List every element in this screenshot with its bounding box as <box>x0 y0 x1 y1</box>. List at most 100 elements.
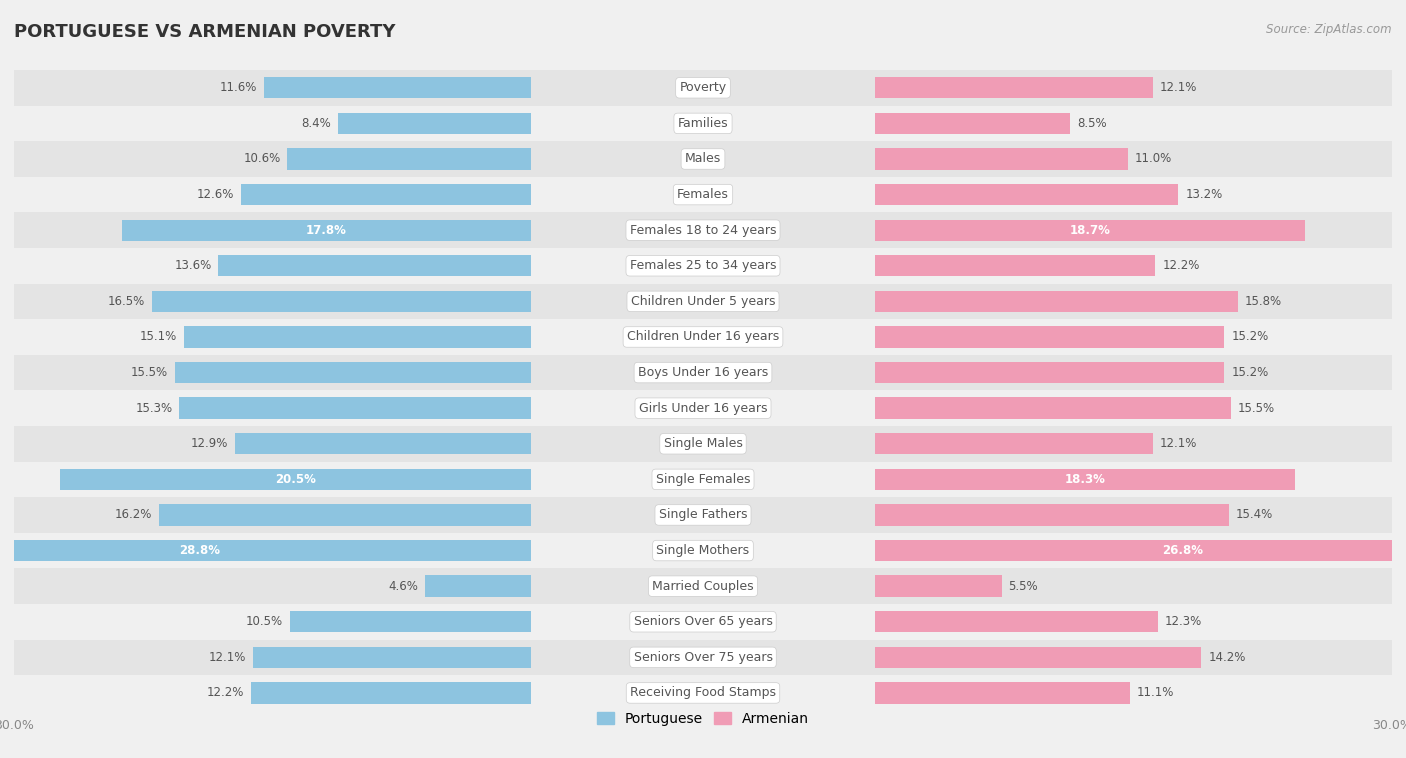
Text: Seniors Over 75 years: Seniors Over 75 years <box>634 651 772 664</box>
Bar <box>425 575 531 597</box>
Text: 28.8%: 28.8% <box>180 544 221 557</box>
Bar <box>14 141 1392 177</box>
Bar <box>875 504 1229 525</box>
Bar <box>287 149 531 170</box>
Text: 26.8%: 26.8% <box>1163 544 1204 557</box>
Bar <box>337 113 531 134</box>
Bar <box>235 433 531 455</box>
Bar <box>14 283 1392 319</box>
Text: 15.5%: 15.5% <box>131 366 167 379</box>
Text: 15.2%: 15.2% <box>1232 366 1268 379</box>
Bar <box>14 640 1392 675</box>
Bar <box>875 397 1232 419</box>
Text: Seniors Over 65 years: Seniors Over 65 years <box>634 615 772 628</box>
Text: 18.3%: 18.3% <box>1064 473 1105 486</box>
Bar <box>875 468 1295 490</box>
Bar <box>159 504 531 525</box>
Text: 10.5%: 10.5% <box>246 615 283 628</box>
Bar <box>290 611 531 632</box>
Text: 13.6%: 13.6% <box>174 259 211 272</box>
Text: 4.6%: 4.6% <box>388 580 418 593</box>
Bar <box>180 397 531 419</box>
Bar <box>14 604 1392 640</box>
Text: Children Under 16 years: Children Under 16 years <box>627 330 779 343</box>
Bar <box>14 212 1392 248</box>
Bar <box>174 362 531 384</box>
Bar <box>122 220 531 241</box>
Text: 5.5%: 5.5% <box>1008 580 1038 593</box>
Text: 15.5%: 15.5% <box>1239 402 1275 415</box>
Bar <box>264 77 531 99</box>
Text: 8.5%: 8.5% <box>1077 117 1107 130</box>
Bar <box>875 255 1156 277</box>
Text: Families: Families <box>678 117 728 130</box>
Bar <box>875 682 1130 703</box>
Text: 12.3%: 12.3% <box>1164 615 1202 628</box>
Text: 15.3%: 15.3% <box>135 402 173 415</box>
Text: Single Mothers: Single Mothers <box>657 544 749 557</box>
Bar <box>14 568 1392 604</box>
Bar <box>875 77 1153 99</box>
Text: 12.2%: 12.2% <box>207 687 243 700</box>
Text: 8.4%: 8.4% <box>301 117 330 130</box>
Bar <box>14 426 1392 462</box>
Text: 18.7%: 18.7% <box>1070 224 1111 236</box>
Text: 12.9%: 12.9% <box>190 437 228 450</box>
Bar <box>875 149 1128 170</box>
Text: 11.1%: 11.1% <box>1137 687 1174 700</box>
Text: Source: ZipAtlas.com: Source: ZipAtlas.com <box>1267 23 1392 36</box>
Text: 20.5%: 20.5% <box>276 473 316 486</box>
Text: 11.6%: 11.6% <box>221 81 257 94</box>
Bar <box>875 433 1153 455</box>
Text: Single Females: Single Females <box>655 473 751 486</box>
Bar <box>253 647 531 668</box>
Bar <box>218 255 531 277</box>
Bar <box>14 497 1392 533</box>
Text: Boys Under 16 years: Boys Under 16 years <box>638 366 768 379</box>
Bar <box>250 682 531 703</box>
Text: 12.2%: 12.2% <box>1163 259 1199 272</box>
Text: 12.1%: 12.1% <box>1160 81 1198 94</box>
Bar <box>60 468 531 490</box>
Text: 17.8%: 17.8% <box>307 224 347 236</box>
Text: Females: Females <box>678 188 728 201</box>
Bar <box>875 611 1157 632</box>
Legend: Portuguese, Armenian: Portuguese, Armenian <box>592 706 814 731</box>
Text: Females 18 to 24 years: Females 18 to 24 years <box>630 224 776 236</box>
Text: Single Males: Single Males <box>664 437 742 450</box>
Text: 15.8%: 15.8% <box>1244 295 1282 308</box>
Text: Females 25 to 34 years: Females 25 to 34 years <box>630 259 776 272</box>
Text: Receiving Food Stamps: Receiving Food Stamps <box>630 687 776 700</box>
Bar <box>0 540 531 561</box>
Bar <box>875 113 1070 134</box>
Bar <box>152 291 531 312</box>
Bar <box>875 220 1305 241</box>
Text: Poverty: Poverty <box>679 81 727 94</box>
Bar <box>14 177 1392 212</box>
Text: 12.1%: 12.1% <box>208 651 246 664</box>
Bar <box>14 248 1392 283</box>
Text: 15.4%: 15.4% <box>1236 509 1272 522</box>
Text: Girls Under 16 years: Girls Under 16 years <box>638 402 768 415</box>
Text: 13.2%: 13.2% <box>1185 188 1222 201</box>
Text: 16.5%: 16.5% <box>108 295 145 308</box>
Text: 16.2%: 16.2% <box>114 509 152 522</box>
Bar <box>14 70 1392 105</box>
Bar <box>875 575 1001 597</box>
Bar <box>14 462 1392 497</box>
Text: Single Fathers: Single Fathers <box>659 509 747 522</box>
Bar <box>875 326 1225 348</box>
Bar <box>875 540 1406 561</box>
Bar <box>14 675 1392 711</box>
Text: 15.2%: 15.2% <box>1232 330 1268 343</box>
Bar <box>14 319 1392 355</box>
Bar <box>14 390 1392 426</box>
Bar <box>875 291 1239 312</box>
Bar <box>184 326 531 348</box>
Text: Married Couples: Married Couples <box>652 580 754 593</box>
Text: Males: Males <box>685 152 721 165</box>
Text: 12.6%: 12.6% <box>197 188 235 201</box>
Text: PORTUGUESE VS ARMENIAN POVERTY: PORTUGUESE VS ARMENIAN POVERTY <box>14 23 395 41</box>
Bar <box>875 647 1201 668</box>
Bar <box>242 184 531 205</box>
